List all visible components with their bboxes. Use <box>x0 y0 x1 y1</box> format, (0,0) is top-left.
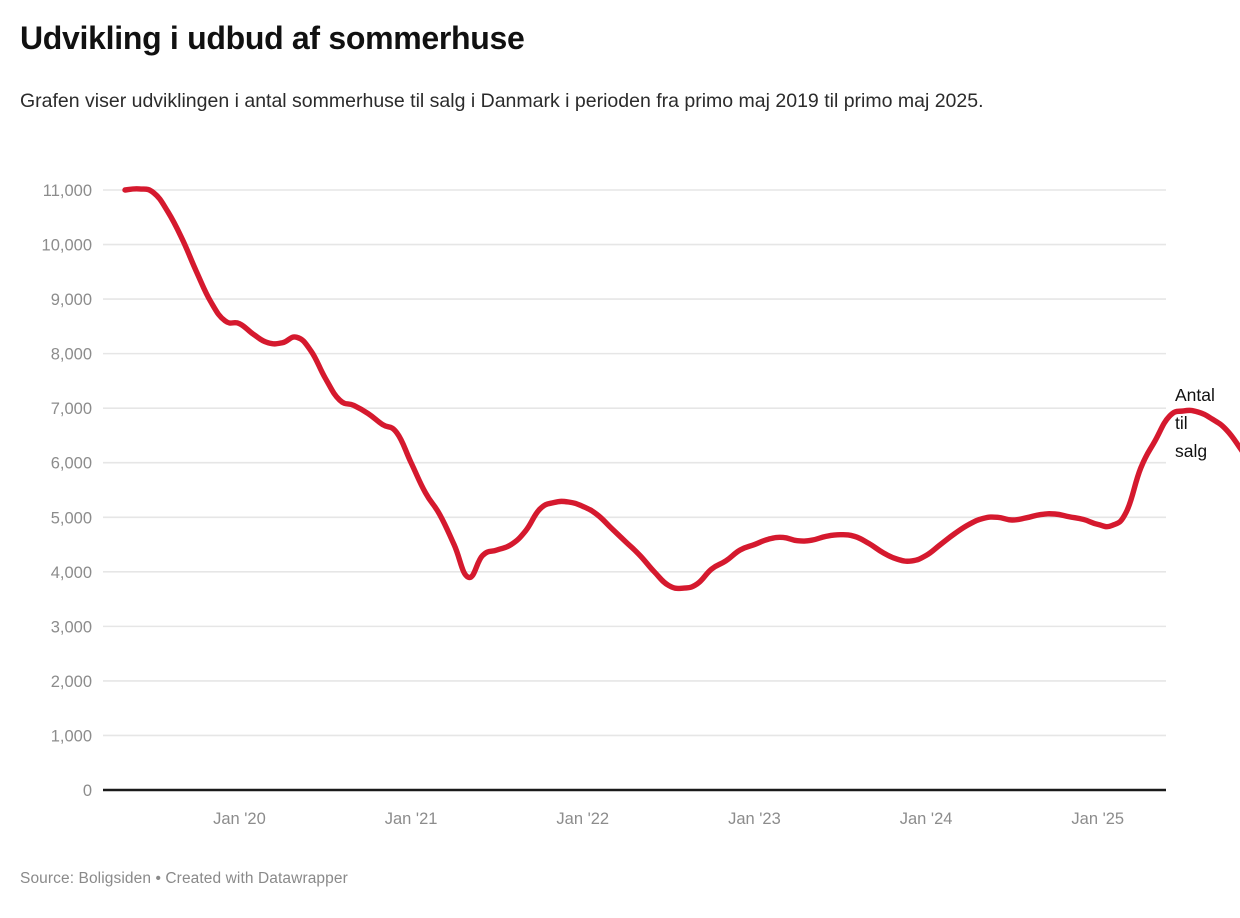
y-axis-tick-label: 6,000 <box>51 455 92 473</box>
y-axis-tick-label: 9,000 <box>51 291 92 309</box>
chart-description: Grafen viser udviklingen i antal sommerh… <box>20 90 984 112</box>
series-label-line-3: salg <box>1175 441 1207 461</box>
y-axis-tick-label: 4,000 <box>51 564 92 582</box>
x-axis-tick-label: Jan '23 <box>728 810 781 828</box>
x-axis-tick-label: Jan '21 <box>385 810 438 828</box>
y-axis-tick-label: 3,000 <box>51 618 92 636</box>
series-label-line-1: Antal <box>1175 385 1215 405</box>
x-axis-tick-label: Jan '24 <box>900 810 953 828</box>
y-axis-tick-label: 1,000 <box>51 727 92 745</box>
y-axis-tick-label: 2,000 <box>51 673 92 691</box>
x-axis-tick-label: Jan '25 <box>1071 810 1124 828</box>
gridlines-group <box>103 189 1166 737</box>
x-axis-tick-label: Jan '20 <box>213 810 266 828</box>
y-axis-tick-labels: 0 1,000 2,000 3,000 4,000 5,000 6,000 7,000 8,00… <box>42 182 92 800</box>
y-axis-tick-label: 0 <box>83 782 92 800</box>
y-axis-tick-label: 7,000 <box>51 400 92 418</box>
series-label-line-2: til <box>1175 413 1188 433</box>
series-line-antal-til-salg <box>122 186 1240 592</box>
series-end-label: Antal til salg <box>1175 385 1215 461</box>
x-axis-tick-labels: Jan '20 Jan '21 Jan '22 Jan '23 Jan '24 Jan '… <box>213 810 1124 828</box>
y-axis-tick-label: 8,000 <box>51 346 92 364</box>
y-axis-tick-label: 10,000 <box>42 237 92 255</box>
y-axis-tick-label: 11,000 <box>43 182 92 200</box>
page-title: Udvikling i udbud af sommerhuse <box>20 20 525 56</box>
source-note: Source: Boligsiden • Created with Datawr… <box>20 870 348 887</box>
x-axis-tick-label: Jan '22 <box>556 810 609 828</box>
y-axis-tick-label: 5,000 <box>51 509 92 527</box>
